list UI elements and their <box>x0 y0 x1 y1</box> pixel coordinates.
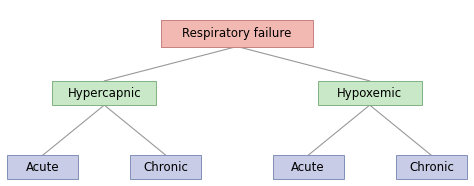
Text: Chronic: Chronic <box>144 161 188 174</box>
FancyBboxPatch shape <box>7 155 78 179</box>
Text: Respiratory failure: Respiratory failure <box>182 27 292 40</box>
Text: Chronic: Chronic <box>409 161 454 174</box>
Text: Hypercapnic: Hypercapnic <box>67 86 141 100</box>
Text: Acute: Acute <box>292 161 325 174</box>
FancyBboxPatch shape <box>318 81 422 105</box>
FancyBboxPatch shape <box>396 155 467 179</box>
Text: Hypoxemic: Hypoxemic <box>337 86 402 100</box>
FancyBboxPatch shape <box>52 81 156 105</box>
FancyBboxPatch shape <box>130 155 201 179</box>
FancyBboxPatch shape <box>161 20 313 46</box>
FancyBboxPatch shape <box>273 155 344 179</box>
Text: Acute: Acute <box>26 161 59 174</box>
